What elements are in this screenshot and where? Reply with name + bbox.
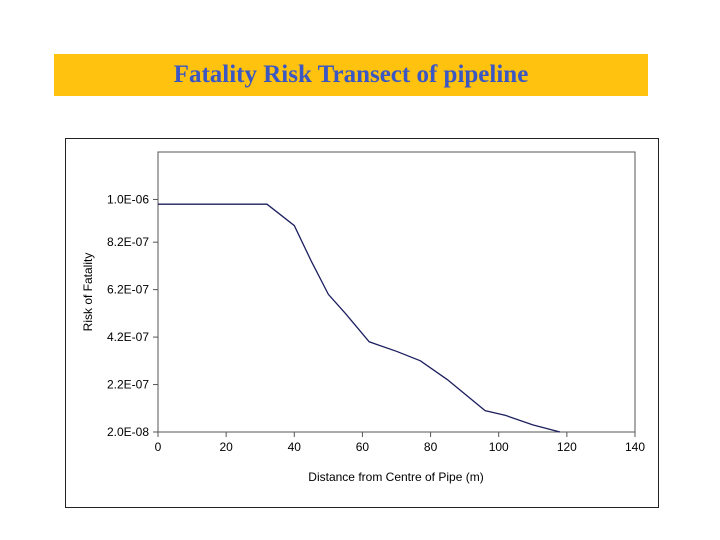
x-tick-label: 80	[424, 440, 438, 454]
fatality-risk-chart: 0 20 40 60 80 100 120 140 2.0E-08 2.2E-07 4.2E-07…	[81, 151, 645, 484]
slide-title: Fatality Risk Transect of pipeline	[173, 61, 529, 88]
y-tick-label: 4.2E-07	[107, 330, 149, 344]
risk-series-line	[158, 203, 561, 433]
y-axis: 2.0E-08 2.2E-07 4.2E-07 6.2E-07 8.2E-07 1.0E-…	[107, 192, 158, 439]
x-axis: 0 20 40 60 80 100 120 140	[155, 432, 645, 454]
x-tick-label: 140	[625, 440, 645, 454]
y-tick-label: 6.2E-07	[107, 283, 149, 297]
y-tick-label: 2.2E-07	[107, 378, 149, 392]
y-axis-title: Risk of Fatality	[81, 253, 95, 332]
x-tick-label: 0	[155, 440, 162, 454]
plot-area	[157, 151, 636, 433]
y-tick-label: 1.0E-06	[107, 192, 149, 206]
title-banner: Fatality Risk Transect of pipeline	[54, 54, 648, 96]
y-tick-label: 2.0E-08	[107, 425, 149, 439]
x-tick-label: 60	[356, 440, 370, 454]
x-tick-label: 120	[557, 440, 577, 454]
x-tick-label: 20	[219, 440, 233, 454]
x-tick-label: 100	[489, 440, 509, 454]
y-tick-label: 8.2E-07	[107, 235, 149, 249]
chart-frame: 0 20 40 60 80 100 120 140 2.0E-08 2.2E-07 4.2E-07…	[65, 138, 659, 508]
x-axis-title: Distance from Centre of Pipe (m)	[308, 470, 483, 484]
x-tick-label: 40	[288, 440, 302, 454]
